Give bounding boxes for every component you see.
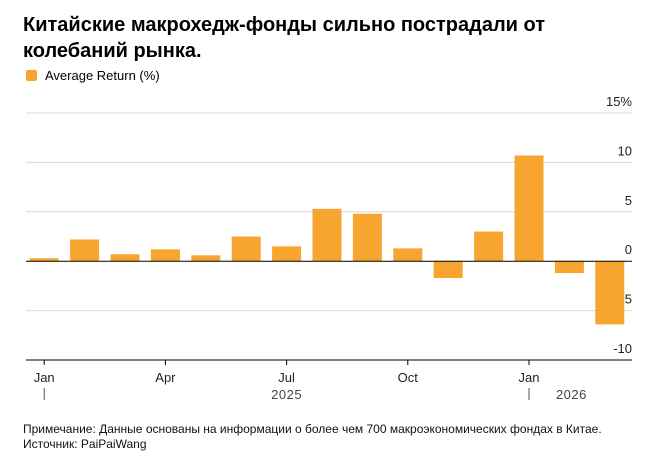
bar [595, 261, 625, 325]
bar [150, 249, 180, 262]
y-tick-label: 15% [606, 94, 632, 109]
legend: Average Return (%) [26, 68, 160, 83]
chart-title: Китайские макрохедж-фонды сильно пострад… [23, 14, 546, 62]
bar [272, 246, 302, 262]
y-tick-label: 10 [618, 143, 632, 158]
bar [554, 261, 584, 274]
bar [514, 155, 544, 262]
bar [352, 213, 382, 262]
bar-chart: 15% 10 5 0 -5 -10 Jan Apr Jul Oct Jan 2025 2026 [26, 94, 632, 402]
bar [231, 236, 261, 262]
year-label: 2026 [556, 387, 587, 402]
bar [70, 239, 100, 262]
x-tick-label: Apr [155, 370, 176, 385]
note-text: Примечание: Данные основаны на информаци… [23, 422, 602, 436]
x-tick-label: Oct [398, 370, 419, 385]
bar [191, 255, 221, 262]
x-tick-label: Jul [278, 370, 295, 385]
footnote: Примечание: Данные основаны на информаци… [23, 422, 602, 452]
bar [29, 258, 59, 262]
legend-swatch [26, 70, 37, 81]
legend-label: Average Return (%) [45, 68, 160, 83]
y-tick-label: -10 [613, 341, 632, 356]
year-label: 2025 [271, 387, 302, 402]
bar [393, 248, 423, 262]
y-tick-label: -5 [620, 292, 632, 307]
source-text: Источник: PaiPaiWang [23, 437, 147, 451]
bar [474, 231, 504, 262]
y-tick-label: 5 [625, 193, 632, 208]
x-tick-label: Jan [519, 370, 540, 385]
y-tick-label: 0 [625, 242, 632, 257]
bar [312, 208, 342, 262]
bar [110, 254, 140, 262]
x-tick-label: Jan [34, 370, 55, 385]
bar [433, 261, 463, 278]
